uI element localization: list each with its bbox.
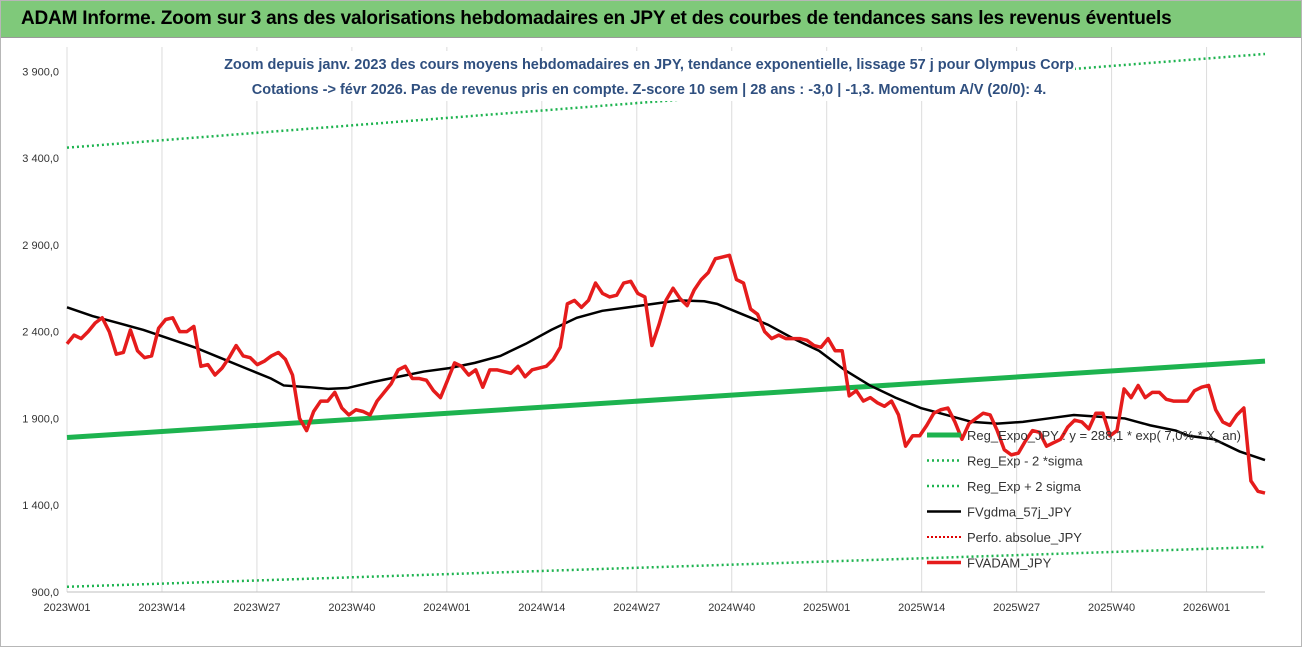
x-tick-label: 2024W40 (708, 602, 755, 614)
y-tick-label: 2 400,0 (22, 327, 59, 339)
y-tick-label: 1 400,0 (22, 500, 59, 512)
series-reg-minus-2sigma (66, 545, 1266, 589)
y-tick-label: 2 900,0 (22, 240, 59, 252)
x-tick-label: 2026W01 (1183, 602, 1230, 614)
legend: Reg_Expo_JPY : y = 288,1 * exp( 7,0% * X… (927, 428, 1241, 571)
report-banner: ADAM Informe. Zoom sur 3 ans des valoris… (1, 1, 1301, 38)
series-fvgdma-57j (66, 299, 1266, 462)
chart-title: Zoom depuis janv. 2023 des cours moyens … (223, 51, 1075, 101)
series-fvadam (65, 253, 1266, 495)
legend-label: FVADAM_JPY (967, 556, 1052, 571)
x-axis: 2023W01 2023W14 2023W27 2023W40 2024W01 2024W… (43, 591, 1265, 614)
y-axis: 900,0 1 400,0 1 900,0 2 400,0 2 900,0 3 400,0… (22, 66, 59, 599)
x-tick-label: 2023W27 (233, 602, 280, 614)
x-tick-label: 2025W01 (803, 602, 850, 614)
y-tick-label: 3 900,0 (22, 66, 59, 78)
series-layer (65, 52, 1266, 589)
title-background (223, 51, 1075, 101)
x-tick-label: 2025W40 (1088, 602, 1135, 614)
x-tick-label: 2023W14 (138, 602, 185, 614)
chart-title-line-2: Cotations -> févr 2026. Pas de revenus p… (252, 82, 1046, 98)
vertical-gridlines (66, 47, 1208, 592)
x-tick-label: 2024W27 (613, 602, 660, 614)
x-tick-label: 2023W01 (43, 602, 90, 614)
y-tick-label: 3 400,0 (22, 153, 59, 165)
legend-label: FVgdma_57j_JPY (967, 505, 1072, 520)
series-reg-expo (66, 358, 1266, 441)
chart-title-line-1: Zoom depuis janv. 2023 des cours moyens … (224, 57, 1074, 73)
x-tick-label: 2024W01 (423, 602, 470, 614)
x-tick-label: 2025W27 (993, 602, 1040, 614)
legend-label: Reg_Exp + 2 sigma (967, 479, 1082, 494)
y-tick-label: 900,0 (31, 587, 59, 599)
x-tick-label: 2023W40 (328, 602, 375, 614)
x-tick-label: 2025W14 (898, 602, 945, 614)
legend-label: Reg_Expo_JPY : y = 288,1 * exp( 7,0% * X… (967, 428, 1241, 443)
legend-label: Perfo. absolue_JPY (967, 530, 1082, 545)
legend-label: Reg_Exp - 2 *sigma (967, 454, 1083, 469)
report-title: ADAM Informe. Zoom sur 3 ans des valoris… (21, 8, 1172, 29)
x-tick-label: 2024W14 (518, 602, 565, 614)
y-tick-label: 1 900,0 (22, 413, 59, 425)
